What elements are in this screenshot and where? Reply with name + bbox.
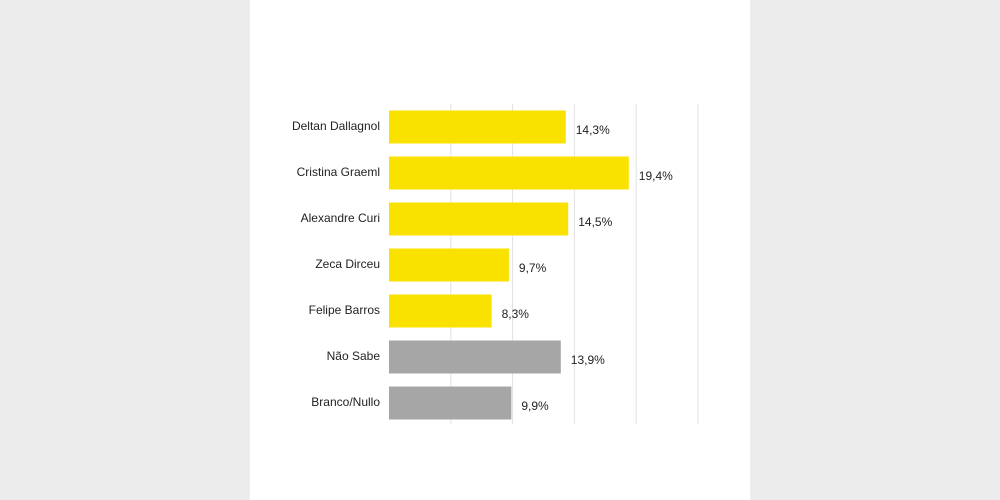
category-label: Branco/Nullo [311,395,380,409]
value-label: 14,3% [576,123,610,137]
bar [389,294,492,328]
category-label: Felipe Barros [309,303,380,317]
bar [389,340,561,374]
value-label: 14,5% [578,215,612,229]
value-label: 9,7% [519,261,547,275]
category-label: Não Sabe [327,349,381,363]
category-label: Deltan Dallagnol [292,119,380,133]
bar [389,110,566,144]
category-label: Alexandre Curi [301,211,380,225]
value-label: 9,9% [521,399,549,413]
category-label: Cristina Graeml [297,165,380,179]
blurred-side [750,0,1000,500]
value-label: 13,9% [571,353,605,367]
blurred-side [0,0,250,500]
value-label: 8,3% [502,307,530,321]
bar [389,156,629,190]
value-label: 19,4% [639,169,673,183]
bar [389,248,509,282]
bar [389,202,569,236]
category-label: Zeca Dirceu [315,257,380,271]
bar [389,386,512,420]
